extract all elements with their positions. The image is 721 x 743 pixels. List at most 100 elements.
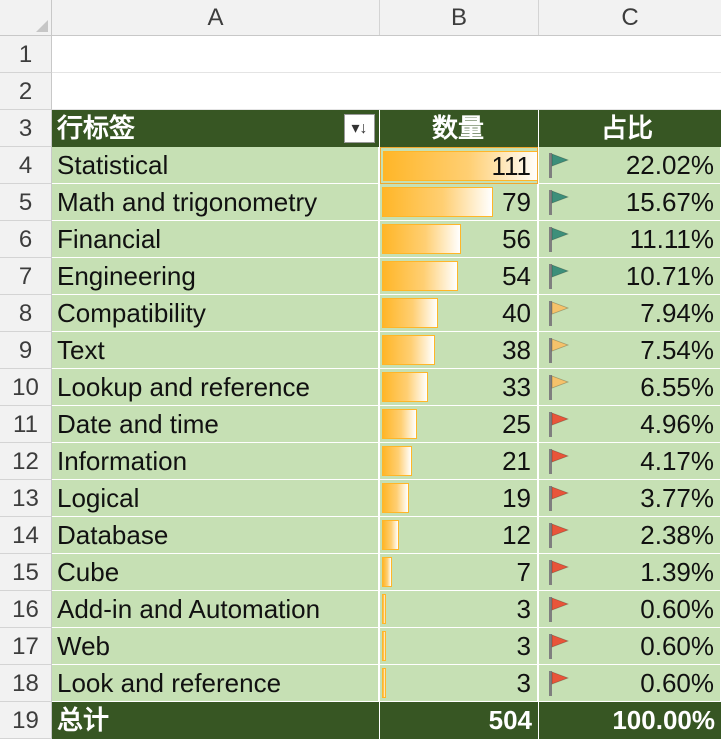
count-cell[interactable]: 12 bbox=[380, 517, 538, 554]
flag-cloth bbox=[551, 412, 570, 426]
column-header-b[interactable]: B bbox=[380, 0, 539, 35]
select-all-corner[interactable] bbox=[0, 0, 52, 35]
row-label-cell[interactable]: Lookup and reference bbox=[52, 369, 379, 406]
row-header[interactable]: 8 bbox=[0, 295, 52, 332]
count-cell[interactable]: 7 bbox=[380, 554, 538, 591]
count-cell[interactable]: 111 bbox=[380, 147, 538, 184]
share-cell[interactable]: 10.71% bbox=[539, 258, 721, 295]
count-cell[interactable]: 3 bbox=[380, 591, 538, 628]
total-share-cell[interactable]: 100.00% bbox=[539, 702, 721, 739]
count-value: 25 bbox=[502, 409, 531, 439]
row-header[interactable]: 2 bbox=[0, 73, 52, 110]
share-cell[interactable]: 15.67% bbox=[539, 184, 721, 221]
row-header[interactable]: 16 bbox=[0, 591, 52, 628]
row-header[interactable]: 12 bbox=[0, 443, 52, 480]
row-label-cell[interactable]: Statistical bbox=[52, 147, 379, 184]
row-label-cell[interactable]: Information bbox=[52, 443, 379, 480]
row-label-cell[interactable]: Text bbox=[52, 332, 379, 369]
row-header[interactable]: 15 bbox=[0, 554, 52, 591]
total-label-cell[interactable]: 总计 bbox=[52, 702, 379, 739]
flag-cloth bbox=[551, 597, 570, 611]
share-cell[interactable]: 0.60% bbox=[539, 628, 721, 665]
share-value: 15.67% bbox=[625, 187, 714, 217]
row-header[interactable]: 4 bbox=[0, 147, 52, 184]
row-header[interactable]: 11 bbox=[0, 406, 52, 443]
count-cell[interactable]: 40 bbox=[380, 295, 538, 332]
count-cell[interactable]: 25 bbox=[380, 406, 538, 443]
count-cell[interactable]: 19 bbox=[380, 480, 538, 517]
count-value: 3 bbox=[516, 631, 531, 661]
data-bar bbox=[382, 446, 412, 476]
red-flag-icon bbox=[549, 597, 570, 622]
count-value: 3 bbox=[516, 668, 531, 698]
pivot-header-share-cell[interactable]: 占比 bbox=[539, 110, 721, 147]
share-cell[interactable]: 7.94% bbox=[539, 295, 721, 332]
row-header[interactable]: 13 bbox=[0, 480, 52, 517]
data-bar bbox=[383, 151, 537, 181]
row-header[interactable]: 1 bbox=[0, 36, 52, 73]
data-bar bbox=[382, 594, 386, 624]
row-label-cell[interactable]: Compatibility bbox=[52, 295, 379, 332]
share-cell[interactable]: 11.11% bbox=[539, 221, 721, 258]
row-header[interactable]: 7 bbox=[0, 258, 52, 295]
count-cell[interactable]: 33 bbox=[380, 369, 538, 406]
share-cell[interactable]: 22.02% bbox=[539, 147, 721, 184]
row-label-cell[interactable]: Cube bbox=[52, 554, 379, 591]
row-header[interactable]: 19 bbox=[0, 702, 52, 739]
count-value: 21 bbox=[502, 446, 531, 476]
row-label-cell[interactable]: Look and reference bbox=[52, 665, 379, 702]
flag-pole bbox=[549, 338, 552, 363]
share-cell[interactable]: 0.60% bbox=[539, 665, 721, 702]
share-cell[interactable]: 7.54% bbox=[539, 332, 721, 369]
count-cell[interactable]: 3 bbox=[380, 665, 538, 702]
count-cell[interactable]: 3 bbox=[380, 628, 538, 665]
count-cell[interactable]: 56 bbox=[380, 221, 538, 258]
share-cell[interactable]: 1.39% bbox=[539, 554, 721, 591]
row-header[interactable]: 3 bbox=[0, 110, 52, 147]
count-value: 40 bbox=[502, 298, 531, 328]
row-label-cell[interactable]: Date and time bbox=[52, 406, 379, 443]
flag-cloth bbox=[551, 227, 570, 241]
share-cell[interactable]: 6.55% bbox=[539, 369, 721, 406]
column-header-c[interactable]: C bbox=[621, 4, 639, 31]
share-value: 2.38% bbox=[640, 520, 714, 550]
empty-row[interactable] bbox=[52, 36, 721, 73]
share-cell[interactable]: 3.77% bbox=[539, 480, 721, 517]
row-header[interactable]: 9 bbox=[0, 332, 52, 369]
sort-filter-button[interactable]: ▾↓ bbox=[344, 114, 375, 143]
row-header[interactable]: 10 bbox=[0, 369, 52, 406]
row-label-cell[interactable]: Web bbox=[52, 628, 379, 665]
count-cell[interactable]: 21 bbox=[380, 443, 538, 480]
column-header-a[interactable]: A bbox=[52, 0, 380, 35]
row-label-cell[interactable]: Logical bbox=[52, 480, 379, 517]
row-header[interactable]: 18 bbox=[0, 665, 52, 702]
empty-row[interactable] bbox=[52, 73, 721, 110]
pivot-header-count-cell[interactable]: 数量 bbox=[380, 110, 538, 147]
share-value: 0.60% bbox=[640, 668, 714, 698]
row-header[interactable]: 17 bbox=[0, 628, 52, 665]
flag-pole bbox=[549, 671, 552, 696]
row-label-cell[interactable]: Engineering bbox=[52, 258, 379, 295]
share-cell[interactable]: 4.96% bbox=[539, 406, 721, 443]
row-label-cell[interactable]: Financial bbox=[52, 221, 379, 258]
row-header[interactable]: 14 bbox=[0, 517, 52, 554]
flag-pole bbox=[549, 227, 552, 252]
share-cell[interactable]: 0.60% bbox=[539, 591, 721, 628]
pivot-header-label-cell[interactable]: 行标签 ▾↓ bbox=[52, 110, 379, 147]
count-cell[interactable]: 54 bbox=[380, 258, 538, 295]
share-cell[interactable]: 2.38% bbox=[539, 517, 721, 554]
row-label-cell[interactable]: Database bbox=[52, 517, 379, 554]
row-label-cell[interactable]: Add-in and Automation bbox=[52, 591, 379, 628]
total-count-cell[interactable]: 504 bbox=[380, 702, 538, 739]
row-header[interactable]: 6 bbox=[0, 221, 52, 258]
count-cell[interactable]: 38 bbox=[380, 332, 538, 369]
row-label-cell[interactable]: Math and trigonometry bbox=[52, 184, 379, 221]
share-value: 22.02% bbox=[625, 150, 714, 180]
flag-pole bbox=[549, 560, 552, 585]
share-cell[interactable]: 4.17% bbox=[539, 443, 721, 480]
red-flag-icon bbox=[549, 560, 570, 585]
row-header[interactable]: 5 bbox=[0, 184, 52, 221]
flag-pole bbox=[549, 634, 552, 659]
count-cell[interactable]: 79 bbox=[380, 184, 538, 221]
